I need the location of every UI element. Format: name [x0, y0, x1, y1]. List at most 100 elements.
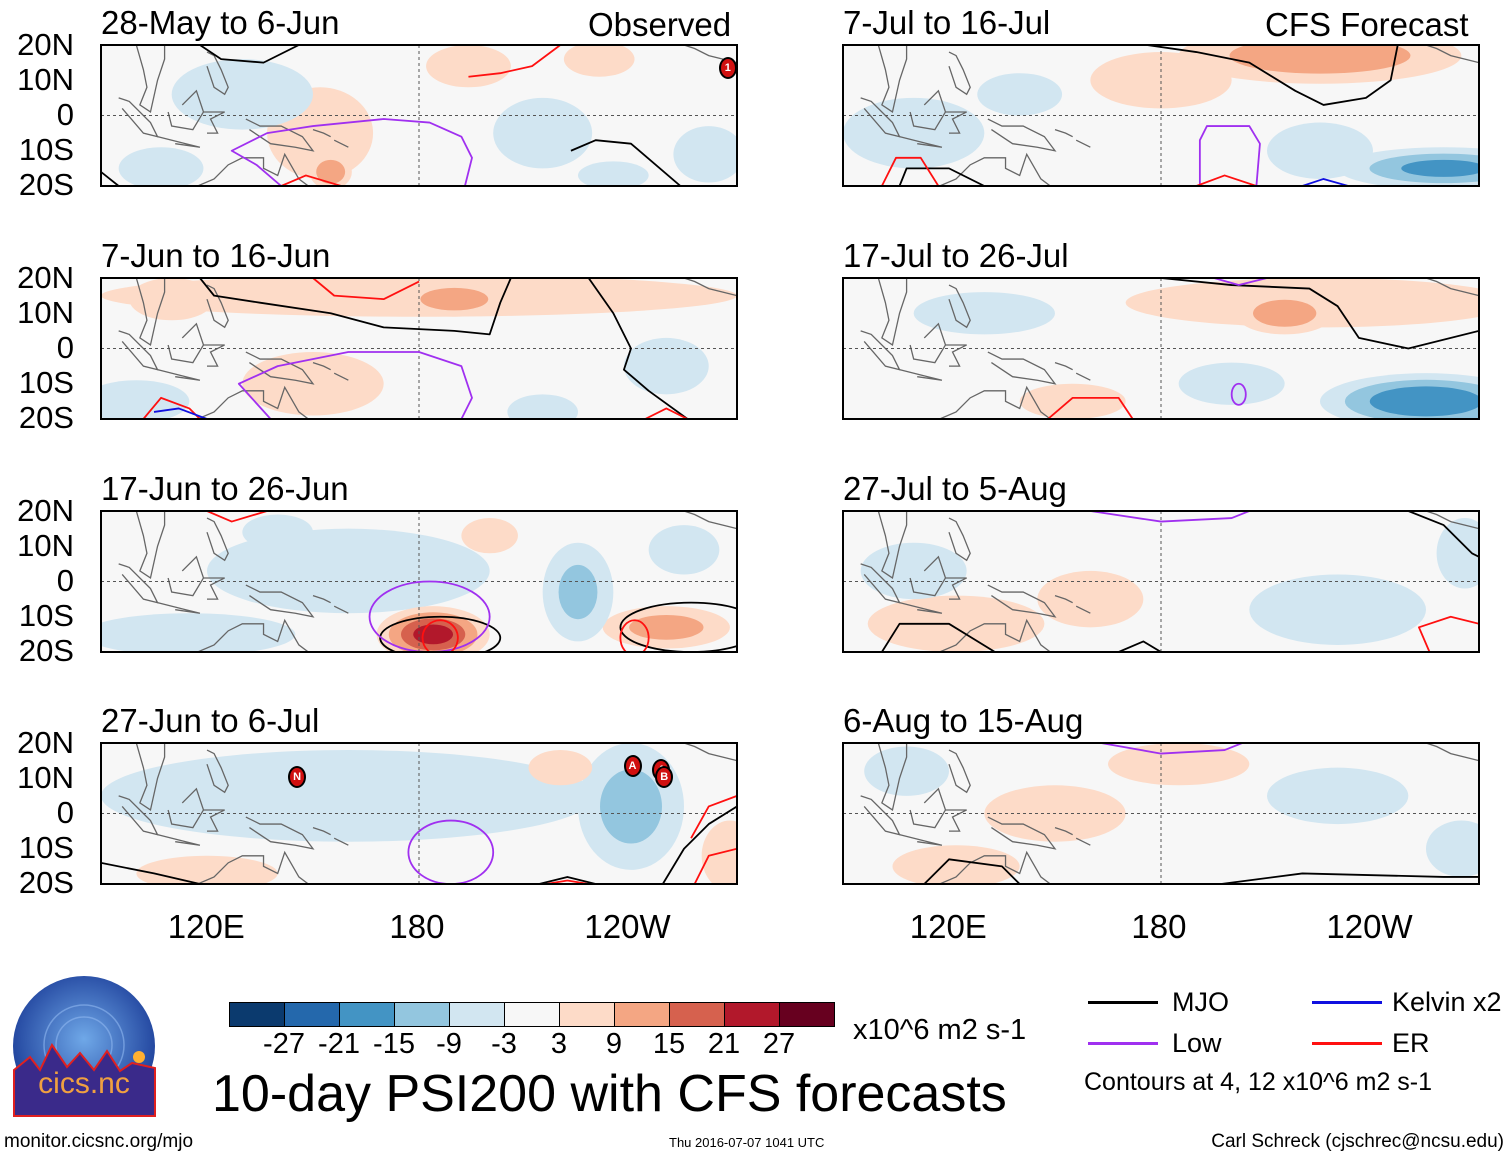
coastline: [1076, 373, 1090, 380]
legend-kelvin-label: Kelvin x2: [1392, 987, 1502, 1017]
lat-tick-label: 20N: [17, 493, 74, 528]
contour-er: [695, 849, 737, 884]
anomaly-shading: [867, 595, 1045, 652]
contour-mjo: [1119, 641, 1161, 652]
colorbar-tick-label: -27: [263, 1028, 305, 1060]
anomaly-shading: [101, 750, 596, 842]
contour-low: [1214, 278, 1267, 285]
contour-er: [1419, 617, 1479, 652]
lat-tick-label: 20N: [17, 260, 74, 295]
lat-tick-label: 10N: [17, 760, 74, 795]
coastline: [334, 606, 348, 613]
coastline: [1055, 828, 1073, 835]
contour-er: [1048, 398, 1133, 419]
coastline: [1055, 596, 1073, 603]
anomaly-shading: [1229, 45, 1411, 74]
contour-mjo: [101, 172, 119, 186]
coastline: [988, 585, 1055, 617]
coastline: [119, 331, 158, 370]
anomaly-shading: [426, 45, 511, 88]
anomaly-shading: [1401, 159, 1479, 177]
legend-er-line: [1312, 1042, 1382, 1045]
anomaly-shading: [528, 750, 593, 786]
anomaly-shading: [623, 337, 709, 395]
lat-tick-label: 0: [56, 795, 74, 830]
lat-tick-label: 20S: [18, 400, 74, 435]
logo-text: cics.nc: [38, 1067, 130, 1100]
timestamp: Thu 2016-07-07 1041 UTC: [669, 1135, 825, 1150]
coastline: [246, 817, 313, 849]
contour-er: [1196, 175, 1256, 186]
contour-mjo: [200, 278, 511, 334]
anomaly-shading: [1019, 383, 1126, 419]
coastline: [119, 564, 158, 603]
colorbar-swatch: [450, 1003, 505, 1026]
coastline: [313, 130, 331, 137]
lat-tick-label: 10N: [17, 528, 74, 563]
coastline: [246, 585, 313, 617]
coastline: [924, 852, 1055, 884]
coastline: [1055, 130, 1073, 137]
coastline: [949, 518, 970, 560]
coastline: [158, 137, 200, 148]
lon-tick-label: 120E: [909, 908, 987, 945]
coastline: [924, 620, 1055, 652]
legend-low-line: [1088, 1042, 1158, 1045]
coastline: [1076, 606, 1090, 613]
panel-title: 17-Jun to 26-Jun: [101, 470, 349, 507]
legend-kelvin-line: [1312, 1001, 1382, 1004]
lat-tick-label: 10S: [18, 598, 74, 633]
panel-title: 7-Jul to 16-Jul: [843, 4, 1051, 41]
lat-tick-label: 20S: [18, 865, 74, 900]
lat-tick-label: 20N: [17, 27, 74, 62]
lat-tick-label: 20S: [18, 633, 74, 668]
anomaly-shading: [1426, 820, 1479, 877]
colorbar-swatch: [670, 1003, 725, 1026]
anomaly-shading: [563, 45, 635, 77]
colorbar-swatch: [560, 1003, 615, 1026]
colorbar-swatch: [780, 1003, 834, 1026]
coastline: [313, 828, 331, 835]
contour-er: [645, 408, 687, 419]
contour-er: [546, 880, 588, 884]
coastline: [924, 154, 1055, 186]
contour-er: [423, 620, 458, 652]
observed-label: Observed: [588, 6, 732, 43]
colorbar-swatch: [725, 1003, 780, 1026]
coastline: [1426, 511, 1479, 529]
contour-low: [1232, 384, 1246, 405]
coastline: [168, 789, 203, 828]
contour-low: [1101, 743, 1242, 754]
coastline: [900, 370, 942, 381]
coastline: [334, 140, 348, 147]
legend-low-label: Low: [1172, 1028, 1222, 1058]
anomaly-shading: [843, 97, 985, 169]
coastline: [861, 564, 900, 603]
contour-mjo: [1147, 45, 1398, 105]
coastline: [136, 743, 164, 810]
lon-tick-label: 120W: [1326, 908, 1413, 945]
lon-tick-label: 120W: [584, 908, 671, 945]
coastline: [158, 835, 200, 846]
anomaly-shading: [242, 514, 313, 550]
coastline: [182, 852, 313, 884]
contour-er: [207, 511, 267, 522]
contour-mjo: [620, 603, 737, 652]
panel-title: 27-Jun to 6-Jul: [101, 702, 320, 739]
contour-low: [232, 119, 472, 186]
lat-tick-label: 10N: [17, 62, 74, 97]
colorbar-swatch: [285, 1003, 340, 1026]
coastline: [861, 331, 900, 370]
coastline: [949, 750, 970, 792]
colorbar-tick-label: 9: [605, 1028, 623, 1060]
anomaly-shading: [1178, 362, 1285, 405]
site-url[interactable]: monitor.cicsnc.org/mjo: [4, 1131, 194, 1152]
contour-low: [239, 352, 472, 419]
legend-er-label: ER: [1392, 1028, 1430, 1058]
map-field: [101, 511, 737, 652]
contour-mjo: [571, 140, 681, 186]
contour-kelvin: [154, 408, 207, 419]
anomaly-shading: [629, 614, 704, 640]
coastline: [900, 835, 942, 846]
contour-low: [1090, 511, 1249, 522]
